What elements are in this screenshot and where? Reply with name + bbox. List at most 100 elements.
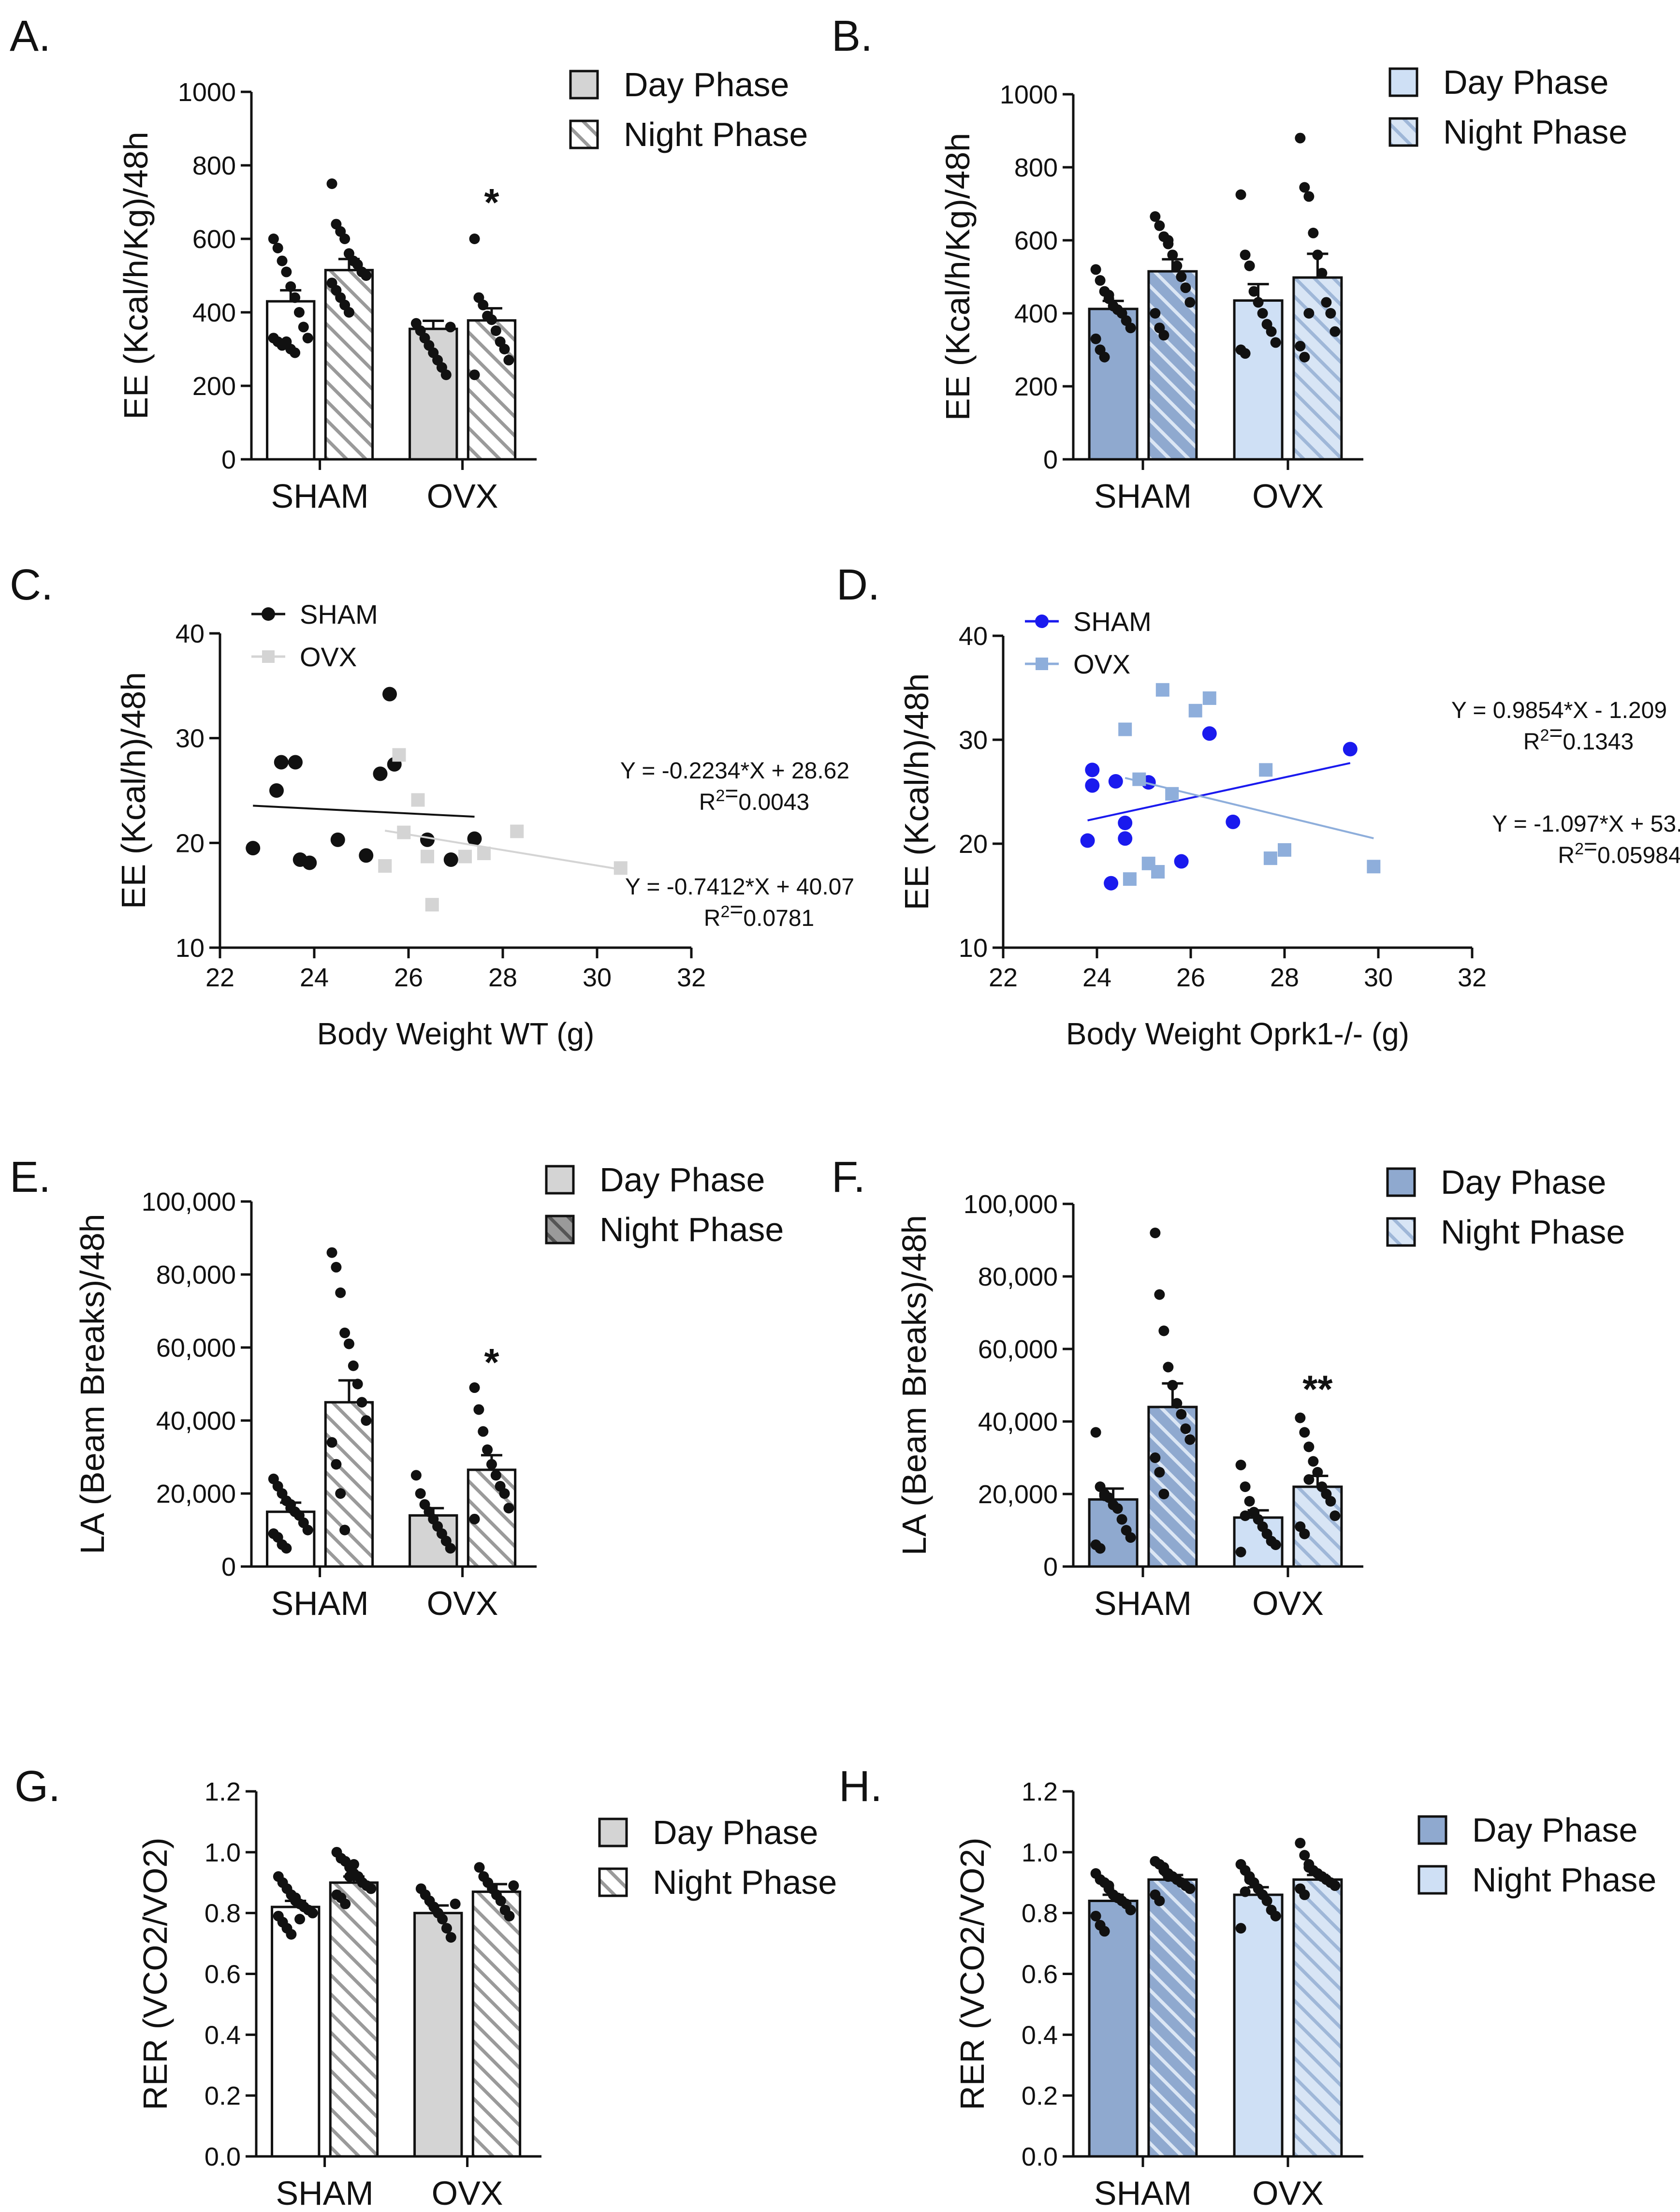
data-point bbox=[378, 859, 392, 873]
bar-day-phase bbox=[1233, 299, 1284, 461]
data-point bbox=[1321, 297, 1332, 308]
data-point bbox=[1099, 352, 1110, 363]
significance-marker: * bbox=[484, 181, 499, 224]
panel-label: B. bbox=[832, 12, 873, 60]
fit-equation: Y = -0.7412*X + 40.07 bbox=[625, 874, 854, 900]
data-point bbox=[268, 234, 279, 244]
data-point bbox=[1150, 211, 1161, 222]
data-point bbox=[1154, 1289, 1165, 1300]
data-point bbox=[508, 1880, 519, 1891]
panel-label: G. bbox=[15, 1762, 60, 1811]
y-tick-label: 40 bbox=[959, 622, 988, 651]
data-point bbox=[503, 354, 514, 366]
legend-label: Day Phase bbox=[599, 1161, 765, 1199]
data-point bbox=[1263, 851, 1277, 865]
y-tick-label: 100,000 bbox=[964, 1190, 1058, 1219]
data-point bbox=[499, 1488, 510, 1499]
data-point bbox=[510, 824, 524, 838]
bar-night-phase bbox=[467, 319, 517, 461]
data-point bbox=[1253, 297, 1264, 308]
y-tick-label: 20,000 bbox=[978, 1480, 1058, 1509]
bar-night-phase bbox=[329, 1881, 379, 2158]
x-axis-title: Body Weight WT (g) bbox=[317, 1016, 595, 1051]
legend: Day Phase Night Phase bbox=[1386, 1163, 1625, 1251]
y-tick-label: 40 bbox=[175, 619, 205, 648]
y-axis-title: RER (VCO2/VO2) bbox=[953, 1838, 991, 2110]
data-point bbox=[277, 255, 288, 266]
y-tick-label: 20 bbox=[175, 829, 205, 858]
y-tick-label: 400 bbox=[1014, 299, 1058, 328]
data-point bbox=[1367, 860, 1381, 874]
panel-label: E. bbox=[10, 1153, 51, 1201]
data-point bbox=[373, 766, 388, 781]
data-point bbox=[1085, 778, 1100, 793]
data-point bbox=[1257, 308, 1268, 319]
data-point bbox=[1188, 703, 1202, 718]
legend-label: OVX bbox=[1073, 649, 1130, 679]
data-point bbox=[1150, 1228, 1161, 1238]
data-point bbox=[343, 1338, 354, 1349]
x-tick-label: 30 bbox=[1364, 963, 1393, 992]
fit-equation: Y = -0.2234*X + 28.62 bbox=[620, 758, 849, 784]
data-point bbox=[1329, 326, 1341, 337]
bar-night-phase bbox=[1292, 276, 1343, 461]
y-tick-label: 800 bbox=[1014, 153, 1058, 182]
x-category-label: SHAM bbox=[276, 2174, 373, 2212]
data-point bbox=[331, 1261, 342, 1273]
legend-swatch bbox=[1388, 117, 1418, 147]
legend-swatch bbox=[1417, 1815, 1447, 1845]
data-point bbox=[1325, 308, 1336, 319]
data-point bbox=[478, 299, 489, 310]
bar-night-phase bbox=[324, 269, 374, 461]
data-point bbox=[290, 347, 301, 358]
data-point bbox=[1103, 290, 1114, 301]
data-point bbox=[1226, 814, 1241, 829]
data-point bbox=[330, 832, 345, 847]
data-point bbox=[340, 1898, 351, 1909]
x-category-label: OVX bbox=[1252, 2174, 1324, 2212]
data-point bbox=[1240, 1886, 1251, 1897]
y-tick-label: 200 bbox=[192, 372, 236, 401]
data-point bbox=[1158, 1325, 1169, 1336]
data-point bbox=[1180, 1423, 1191, 1434]
y-axis-title: EE (Kcal/h)/48h bbox=[898, 673, 935, 910]
panel-label: C. bbox=[10, 561, 53, 609]
data-point bbox=[1184, 297, 1196, 308]
data-point bbox=[285, 1499, 296, 1510]
y-tick-label: 1.2 bbox=[1022, 1777, 1058, 1806]
fit-r-squared-value: 0.1343 bbox=[1563, 729, 1634, 755]
data-point bbox=[1099, 1926, 1110, 1937]
x-category-label: OVX bbox=[1252, 477, 1324, 515]
legend-marker bbox=[262, 607, 275, 621]
data-point bbox=[286, 1929, 297, 1940]
x-tick-label: 24 bbox=[1082, 963, 1111, 992]
data-point bbox=[1090, 264, 1101, 275]
data-point bbox=[1125, 322, 1136, 334]
data-point bbox=[1235, 1547, 1246, 1557]
fit-r-squared: R2=0.0043 bbox=[699, 781, 809, 815]
y-tick-label: 0.0 bbox=[205, 2142, 241, 2171]
data-point bbox=[382, 687, 397, 702]
data-point bbox=[411, 793, 425, 807]
legend-swatch bbox=[1386, 1217, 1416, 1247]
y-axis-title: LA (Beam Breaks)/48h bbox=[895, 1215, 933, 1555]
data-point bbox=[1329, 1510, 1341, 1521]
x-category-label: SHAM bbox=[1094, 477, 1192, 515]
data-point bbox=[1308, 1456, 1319, 1467]
data-point bbox=[302, 333, 313, 344]
y-tick-label: 0.4 bbox=[1022, 2021, 1058, 2050]
y-tick-label: 1.0 bbox=[1022, 1838, 1058, 1867]
data-point bbox=[469, 369, 480, 381]
data-point bbox=[1259, 763, 1273, 777]
data-point bbox=[499, 344, 510, 354]
data-point bbox=[425, 898, 439, 912]
panel-H: H. 0.0 0.2 0.4 0.6 0.8 1.0 1.2 RER (VCO2/VO2) SHA… bbox=[839, 1762, 1656, 2212]
data-point bbox=[352, 1378, 363, 1390]
panel-E: E. 0 20,000 40,000 60,000 80,000 100,000 LA (Be… bbox=[10, 1153, 784, 1622]
legend-label: Night Phase bbox=[599, 1211, 784, 1248]
fit-r-squared-value: 0.05984 bbox=[1597, 843, 1680, 868]
x-category-label: OVX bbox=[1252, 1584, 1324, 1622]
data-point bbox=[1080, 833, 1095, 848]
data-point bbox=[359, 848, 374, 863]
data-point bbox=[361, 1415, 372, 1426]
